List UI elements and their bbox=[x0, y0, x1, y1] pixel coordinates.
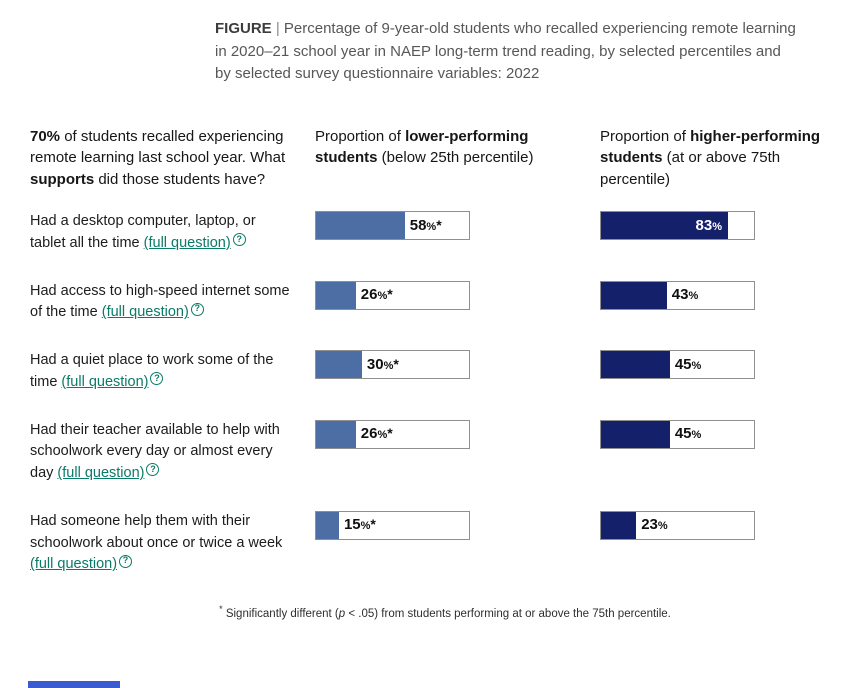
intro-text: 70% of students recalled experiencing re… bbox=[30, 126, 315, 192]
higher-bar-cell: 43% bbox=[600, 280, 850, 310]
bar-fill-lower bbox=[316, 212, 405, 240]
intro-bold-70: 70% bbox=[30, 127, 61, 145]
intro-text-2: did those students have? bbox=[94, 171, 266, 189]
footnote-text-2: < .05) from students performing at or ab… bbox=[345, 608, 671, 620]
chart-row-internet: Had access to high-speed internet some o… bbox=[30, 280, 860, 325]
bar-track-higher: 45% bbox=[600, 350, 755, 380]
bar-value-lower: 26%* bbox=[360, 425, 393, 443]
lower-bar-cell: 26%* bbox=[315, 280, 600, 310]
bar-fill-lower bbox=[316, 420, 356, 448]
bar-track-lower: 30%* bbox=[315, 350, 470, 380]
help-icon-glyph: ? bbox=[236, 233, 242, 244]
lower-header-bold: lower-performing students bbox=[315, 127, 529, 167]
bar-value-higher: 45% bbox=[674, 355, 702, 373]
question-cell: Had access to high-speed internet some o… bbox=[30, 281, 315, 325]
footnote-text-1: Significantly different ( bbox=[222, 608, 339, 620]
higher-bar-cell: 45% bbox=[600, 419, 850, 449]
help-icon[interactable]: ? bbox=[150, 372, 164, 386]
full-question-link[interactable]: (full question) bbox=[61, 373, 149, 390]
help-icon-glyph: ? bbox=[194, 303, 201, 314]
bar-value-higher: 83% bbox=[695, 216, 722, 234]
higher-bar-cell: 23% bbox=[600, 510, 850, 540]
question-cell: Had a desktop computer, laptop, or table… bbox=[30, 211, 315, 255]
chart-row-teacher-available: Had their teacher available to help with… bbox=[30, 419, 860, 485]
lower-header-post: (below 25th percentile) bbox=[377, 149, 534, 167]
higher-bar-cell: 45% bbox=[600, 350, 850, 380]
figure-title-text: Percentage of 9-year-old students who re… bbox=[215, 20, 796, 82]
bar-fill-higher bbox=[601, 511, 637, 539]
figure-body: 70% of students recalled experiencing re… bbox=[0, 126, 860, 621]
bar-track-higher: 23% bbox=[600, 510, 755, 540]
full-question-link[interactable]: (full question) bbox=[30, 556, 118, 573]
bar-track-higher: 83% bbox=[600, 211, 755, 241]
help-icon[interactable]: ? bbox=[232, 233, 246, 247]
question-cell: Had someone help them with their schoolw… bbox=[30, 511, 315, 576]
higher-bar-cell: 83% bbox=[600, 211, 850, 241]
bar-fill-higher bbox=[601, 281, 667, 309]
higher-header-bold: higher-performing students bbox=[600, 127, 821, 167]
bar-fill-lower bbox=[316, 281, 356, 309]
help-icon-glyph: ? bbox=[154, 372, 160, 383]
help-icon[interactable]: ? bbox=[190, 302, 204, 316]
bar-value-lower: 58%* bbox=[409, 216, 442, 234]
footnote-star: * bbox=[219, 604, 223, 615]
full-question-link[interactable]: (full question) bbox=[101, 304, 189, 321]
bar-track-lower: 15%* bbox=[315, 510, 470, 540]
bar-track-lower: 26%* bbox=[315, 419, 470, 449]
bar-value-higher: 43% bbox=[671, 286, 699, 304]
bar-value-lower: 15%* bbox=[343, 516, 376, 534]
question-text: Had access to high-speed internet some o… bbox=[30, 282, 290, 321]
help-icon-glyph: ? bbox=[150, 464, 156, 475]
column-headers: 70% of students recalled experiencing re… bbox=[30, 126, 860, 192]
lower-performing-header: Proportion of lower-performing students … bbox=[315, 126, 555, 170]
lower-header-pre: Proportion of bbox=[315, 127, 406, 145]
higher-performing-header: Proportion of higher-performing students… bbox=[600, 126, 840, 192]
lower-bar-cell: 26%* bbox=[315, 419, 600, 449]
bar-fill-higher bbox=[601, 420, 670, 448]
question-cell: Had their teacher available to help with… bbox=[30, 420, 315, 485]
help-icon[interactable]: ? bbox=[119, 554, 133, 568]
figure-title: FIGURE | Percentage of 9-year-old studen… bbox=[215, 18, 800, 86]
intro-bold-supports: supports bbox=[30, 171, 95, 189]
bar-track-lower: 58%* bbox=[315, 211, 470, 241]
full-question-link[interactable]: (full question) bbox=[57, 465, 145, 482]
bar-fill-lower bbox=[316, 351, 362, 379]
chart-row-quiet-place: Had a quiet place to work some of the ti… bbox=[30, 350, 860, 394]
question-text: Had someone help them with their schoolw… bbox=[30, 512, 283, 551]
higher-performing-header-cell: Proportion of higher-performing students… bbox=[600, 126, 850, 192]
bar-fill-higher: 83% bbox=[601, 212, 728, 240]
bar-track-higher: 45% bbox=[600, 419, 755, 449]
question-text: Had a desktop computer, laptop, or table… bbox=[30, 213, 256, 251]
higher-header-pre: Proportion of bbox=[600, 127, 691, 145]
question-text: Had a quiet place to work some of the ti… bbox=[30, 352, 274, 390]
lower-bar-cell: 58%* bbox=[315, 211, 600, 241]
help-icon[interactable]: ? bbox=[146, 463, 160, 477]
chart-row-desktop-computer: Had a desktop computer, laptop, or table… bbox=[30, 211, 860, 255]
footnote-p-italic: p bbox=[338, 608, 346, 620]
higher-header-post: (at or above 75th percentile) bbox=[600, 149, 781, 189]
intro-text-1: of students recalled experiencing remote… bbox=[30, 127, 286, 167]
bar-value-lower: 26%* bbox=[360, 286, 393, 304]
bar-fill-higher bbox=[601, 351, 670, 379]
question-text: Had their teacher available to help with… bbox=[30, 421, 280, 482]
bar-fill-lower bbox=[316, 511, 339, 539]
figure-label: FIGURE bbox=[215, 20, 272, 37]
chart-row-someone-help: Had someone help them with their schoolw… bbox=[30, 510, 860, 576]
footer-accent-bar bbox=[28, 681, 120, 688]
lower-performing-header-cell: Proportion of lower-performing students … bbox=[315, 126, 600, 170]
figure-divider: | bbox=[271, 20, 284, 37]
full-question-link[interactable]: (full question) bbox=[143, 234, 231, 251]
bar-track-lower: 26%* bbox=[315, 280, 470, 310]
significance-footnote: * Significantly different (p < .05) from… bbox=[30, 604, 860, 620]
lower-bar-cell: 30%* bbox=[315, 350, 600, 380]
help-icon-glyph: ? bbox=[122, 555, 129, 566]
lower-bar-cell: 15%* bbox=[315, 510, 600, 540]
bar-track-higher: 43% bbox=[600, 280, 755, 310]
bar-value-lower: 30%* bbox=[366, 355, 399, 373]
bar-value-higher: 45% bbox=[674, 425, 702, 443]
question-cell: Had a quiet place to work some of the ti… bbox=[30, 350, 315, 394]
bar-value-higher: 23% bbox=[641, 516, 668, 534]
